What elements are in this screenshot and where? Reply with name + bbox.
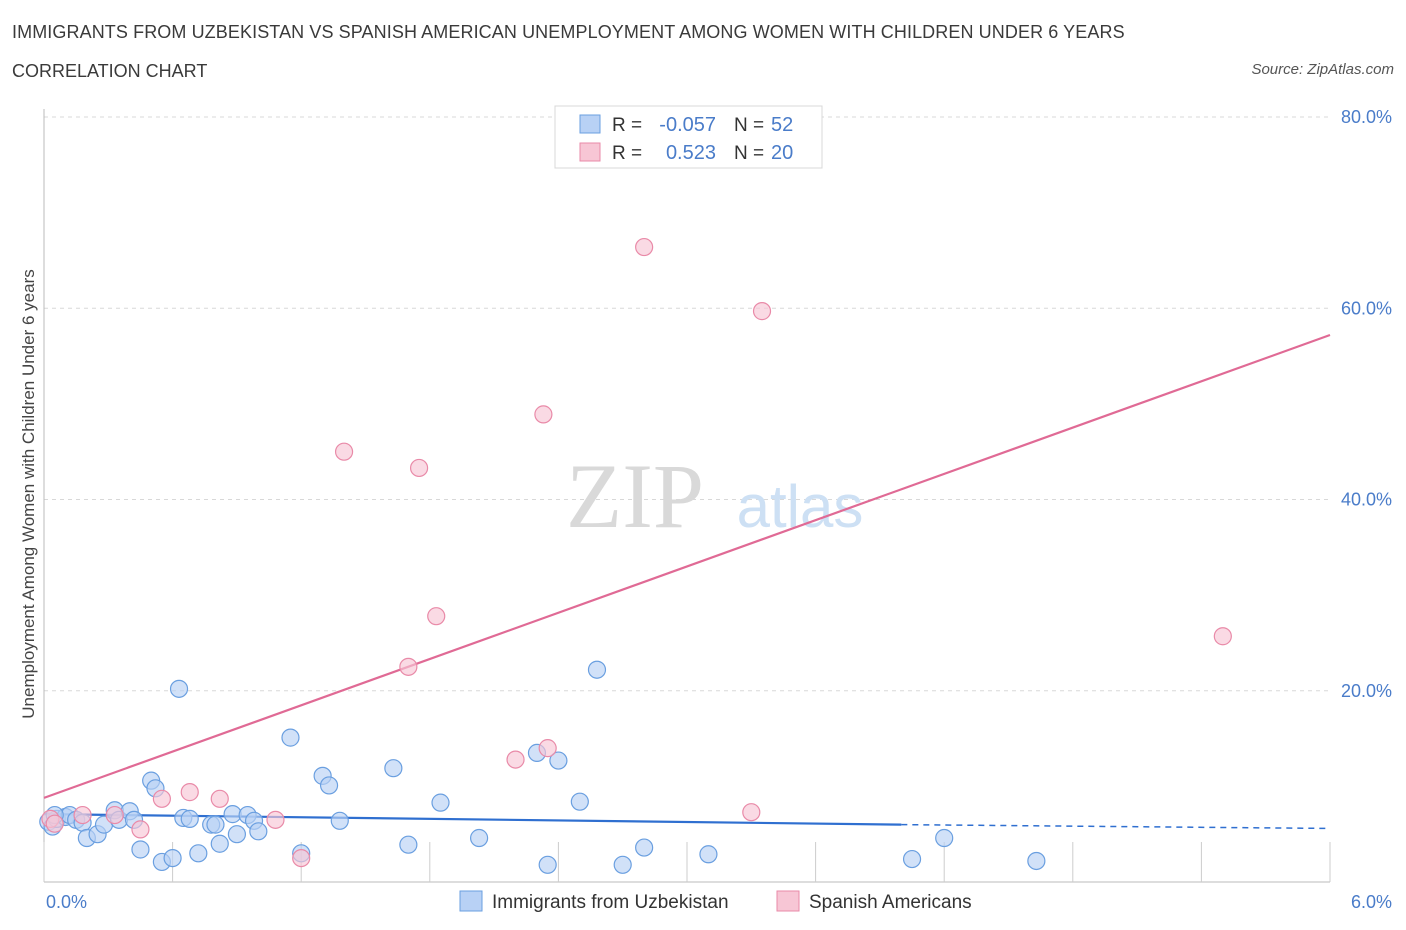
uzbekistan-point [635,838,654,857]
stats-legend: R = -0.057 N = 52 R = 0.523 N = 20 [554,105,823,169]
spanish-american-point [752,302,772,321]
data-points [39,237,1232,874]
y-tick-label: 60.0% [1341,298,1392,318]
pink-legend-swatch [776,890,800,912]
legend-label: Spanish Americans [809,892,972,913]
uzbekistan-point [570,792,589,811]
trend-lines [43,333,1331,830]
spanish-american-point [538,739,557,758]
spanish-american-point [45,814,64,833]
uzbekistan-point [587,660,607,679]
uzbekistan-point [1027,851,1046,871]
spanish-american-point [266,810,285,829]
r-label: R = [612,115,642,136]
blue-swatch [579,114,601,134]
chart-title: IMMIGRANTS FROM UZBEKISTAN VS SPANISH AM… [12,22,1125,42]
spanish-american-point [334,442,354,461]
y-tick-label: 40.0% [1341,490,1392,510]
spanish-american-point [635,237,654,257]
spanish-american-point [73,805,92,825]
spanish-american-point [427,607,446,626]
uzbekistan-point [384,759,403,778]
spanish-american-point [1213,627,1232,646]
uzbekistan-point [163,848,182,868]
chart-subtitle: CORRELATION CHART [12,61,208,81]
uzbekistan-point [469,828,489,848]
uzbekistan-point [538,855,557,874]
uzbekistan-point [319,776,339,795]
uzbekistan-point [206,815,225,834]
spanish-american-point [152,789,171,808]
uzbekistan-point [180,809,199,828]
uzbekistan-point [210,834,229,853]
n-value: 52 [771,114,793,136]
n-label: N = [734,115,764,136]
uzbekistan-point [227,825,246,844]
spanish-american-point [742,803,761,822]
watermark: ZIP atlas [566,445,863,547]
y-tick-label: 80.0% [1341,107,1392,127]
spanish-american-point [292,848,311,868]
uzbekistan-point [330,811,349,830]
spanish-american-point [409,458,429,478]
r-label: R = [612,143,642,164]
uzbekistan-point [281,728,300,747]
uzbekistan-point [131,840,150,859]
uzbekistan-point [169,679,189,698]
spanish-american-point [506,750,525,769]
n-value: 20 [771,142,793,164]
spanish-american-point [180,783,199,802]
pink-trend-line [43,333,1331,799]
uzbekistan-point [431,793,450,812]
spanish-american-point [131,820,150,839]
uzbekistan-point [549,751,568,770]
series-legend: Immigrants from Uzbekistan Spanish Americ… [459,890,972,913]
legend-label: Immigrants from Uzbekistan [492,892,729,913]
uzbekistan-point [935,828,954,848]
r-value: 0.523 [666,142,716,164]
pink-swatch [579,142,601,162]
blue-trend-line [43,813,902,826]
y-tick-label: 20.0% [1341,681,1392,701]
spanish-american-point [534,405,553,424]
tick-labels: 20.0% 40.0% 60.0% 80.0% 0.0% 6.0% [46,107,1392,912]
uzbekistan-point [189,844,208,863]
watermark-atlas: atlas [737,473,864,540]
uzbekistan-point [902,849,922,869]
uzbekistan-point [613,855,632,874]
uzbekistan-point [249,822,268,841]
y-axis-label: Unemployment Among Women with Children U… [19,269,38,718]
n-label: N = [734,143,764,164]
r-value: -0.057 [659,114,716,136]
spanish-american-point [105,805,124,825]
blue-legend-swatch [459,890,483,912]
uzbekistan-point [223,805,242,824]
source-credit: Source: ZipAtlas.com [1251,61,1394,78]
spanish-american-point [399,657,418,676]
uzbekistan-point [699,845,718,864]
uzbekistan-point [399,835,418,854]
blue-trend-extension [901,823,1331,830]
watermark-zip: ZIP [566,445,704,547]
x-tick-label: 0.0% [46,892,87,912]
spanish-american-point [210,789,229,808]
x-tick-label: 6.0% [1351,892,1392,912]
